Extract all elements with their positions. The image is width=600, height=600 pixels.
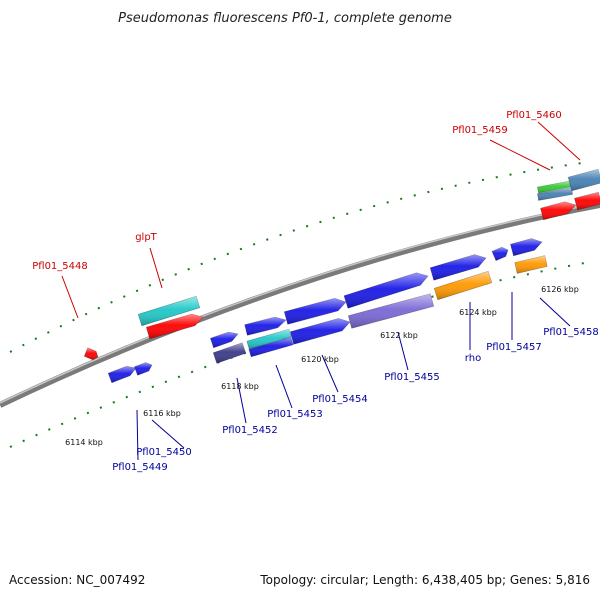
gene-label[interactable]: Pfl01_5450	[136, 447, 192, 458]
gene-feature-shading	[568, 169, 600, 191]
accession-text: Accession: NC_007492	[9, 573, 146, 587]
gene-feature-shading	[248, 337, 294, 357]
tick-label: 6116 kbp	[143, 409, 181, 418]
tick-label: 6122 kbp	[380, 331, 418, 340]
gene-label[interactable]: Pfl01_5449	[112, 462, 168, 473]
gene-feature-shading	[348, 293, 434, 329]
gene-feature-shading	[210, 332, 238, 348]
gene-feature-shading	[344, 272, 428, 309]
gene-feature-shading	[84, 347, 98, 360]
gene-label[interactable]: Pfl01_5454	[312, 394, 368, 405]
gene-feature-shading	[290, 318, 350, 345]
gene-feature-shading	[537, 187, 573, 201]
gene-label[interactable]: Pfl01_5453	[267, 409, 323, 420]
map-title: Pseudomonas fluorescens Pf0-1, complete …	[118, 11, 452, 26]
gene-label[interactable]: Pfl01_5460	[506, 110, 562, 121]
tick-label: 6114 kbp	[65, 438, 103, 447]
label-pointer-line	[321, 354, 339, 393]
label-pointer-line	[489, 139, 551, 171]
gene-feature-shading	[434, 271, 492, 300]
tick-label: 6120 kbp	[301, 355, 339, 364]
label-pointer-line	[539, 297, 571, 327]
gene-label[interactable]: Pfl01_5448	[32, 261, 88, 272]
tick-label: 6118 kbp	[221, 382, 259, 391]
gene-feature-shading	[430, 254, 486, 281]
tick-label: 6124 kbp	[459, 308, 497, 317]
tick-label: 6126 kbp	[541, 285, 579, 294]
gene-label[interactable]: Pfl01_5452	[222, 425, 278, 436]
label-pointer-line	[275, 364, 293, 409]
gene-feature-shading	[246, 329, 292, 349]
gene-feature-shading	[146, 314, 203, 339]
label-pointer-line	[537, 121, 581, 161]
gene-feature-shading	[537, 181, 571, 193]
gene-feature-shading	[514, 255, 548, 274]
label-pointer-line	[136, 409, 139, 461]
gene-feature-shading	[510, 238, 542, 256]
genome-backbone	[0, 202, 600, 408]
gene-label[interactable]: Pfl01_5458	[543, 327, 599, 338]
gene-feature-shading	[574, 192, 600, 210]
label-pointer-line	[61, 275, 79, 319]
gene-feature-shading	[213, 342, 246, 364]
gene-track	[83, 168, 600, 384]
label-pointer-line	[149, 247, 163, 289]
genome-backbone-highlight	[0, 202, 600, 404]
gene-label[interactable]: Pfl01_5459	[452, 125, 508, 136]
label-pointer-line	[236, 377, 247, 424]
gene-feature-shading	[540, 201, 576, 220]
gene-feature-shading	[134, 362, 152, 376]
label-pointer-line	[151, 419, 185, 449]
gene-feature-shading	[492, 247, 508, 261]
gene-label[interactable]: glpT	[135, 232, 157, 243]
gene-feature-shading	[244, 317, 286, 336]
gene-label[interactable]: Pfl01_5457	[486, 342, 542, 353]
gene-feature-shading	[138, 296, 200, 326]
gene-label[interactable]: rho	[465, 353, 481, 364]
label-lines	[61, 121, 581, 461]
gene-feature-shading	[108, 366, 136, 383]
gene-label[interactable]: Pfl01_5455	[384, 372, 440, 383]
gene-labels: glpT Pfl01_5448 Pfl01_5459 Pfl01_5460 Pfl01_…	[32, 110, 599, 473]
topology-text: Topology: circular; Length: 6,438,405 bp…	[260, 573, 590, 587]
gene-feature-shading	[284, 298, 346, 325]
label-pointer-line	[397, 331, 409, 371]
tick-labels: 6114 kbp 6116 kbp 6118 kbp 6120 kbp 6122 kbp…	[65, 285, 579, 447]
